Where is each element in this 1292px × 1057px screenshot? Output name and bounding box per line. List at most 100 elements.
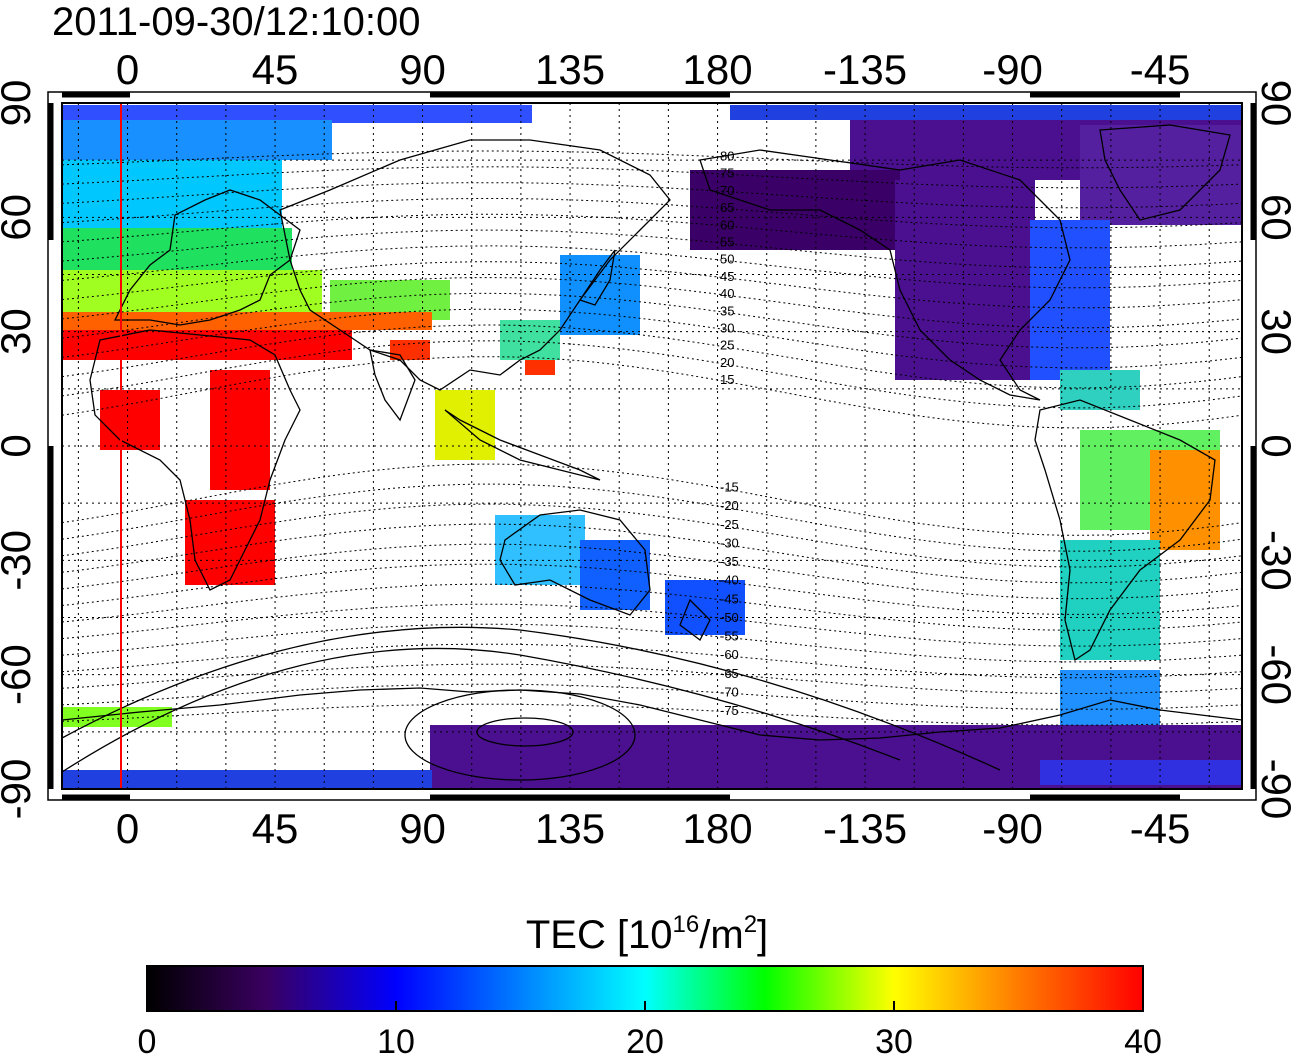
tec-europe-high-lat [62,120,332,160]
tec-central-africa [100,390,160,450]
magnetic-latitude-label: -65 [720,666,739,681]
magnetic-latitude-curve [62,150,1242,169]
left-latitude-tick-label: 30 [0,308,39,355]
top-longitude-tick-label: 135 [535,46,605,93]
tec-antarctica-edge [1040,760,1242,785]
bottom-longitude-tick-label: -45 [1130,805,1191,852]
timestamp: 2011-09-30/12:10:00 [52,0,420,44]
magnetic-latitude-label: -75 [720,703,739,718]
coast-south-america [1034,399,1216,662]
magnetic-latitude-curve [62,308,1242,369]
colorbar-title-exp1: 16 [673,911,700,938]
coast-australia [499,509,651,616]
tec-australia-east [580,540,650,610]
pole-contour-outer [62,647,901,773]
top-longitude-tick-label: -135 [823,46,907,93]
magnetic-latitude-label: -40 [720,573,739,588]
left-latitude-ticks: 90 60 30 0 -30 -60 -90 [0,80,39,820]
magnetic-latitude-curve [62,683,1242,710]
right-latitude-tick-label: 0 [1253,434,1292,457]
bottom-longitude-ticks: 0 45 90 135 180 -135 -90 -45 [116,805,1191,852]
left-latitude-tick-label: 90 [0,80,39,127]
magnetic-latitude-curve [62,182,1242,209]
tec-east-africa [210,370,270,490]
magnetic-latitude-label: -30 [720,535,739,550]
magnetic-latitude-label: 25 [720,338,734,353]
magnetic-latitude-label: 75 [720,166,734,181]
coast-indonesia [444,409,601,481]
bottom-longitude-tick-label: 180 [683,805,753,852]
pole-contour-middle [404,689,636,781]
right-latitude-tick-label: 90 [1253,80,1292,127]
magnetic-latitude-contours [62,150,1242,726]
tec-north-america [895,180,1035,380]
tec-caribbean [1060,370,1140,410]
tec-north-pacific-high [730,105,1242,120]
tec-north-africa [62,330,352,360]
tec-south-america-south [1060,540,1160,660]
tec-antarctica-band [62,770,432,789]
top-longitude-tick-label: -45 [1130,46,1191,93]
magnetic-latitude-curve [62,229,1242,269]
left-latitude-tick-label: -90 [0,759,39,820]
magnetic-latitude-curve [62,213,1242,249]
colorbar-tick-label: 40 [1124,1023,1162,1057]
colorbar-title-suffix: ] [757,913,768,957]
colorbar-tick-label: 0 [138,1023,157,1057]
magnetic-latitude-label: 40 [720,286,734,301]
magnetic-latitude-label: 45 [720,269,734,284]
tec-europe-low [62,270,322,315]
colorbar-title: TEC [1016/m2] [526,911,768,957]
coastlines [62,124,1242,741]
magnetic-latitude-label: 35 [720,303,734,318]
coast-europe [113,189,301,326]
magnetic-latitude-label: 30 [720,320,734,335]
magnetic-latitude-curve [62,245,1242,289]
left-latitude-tick-label: 0 [0,434,39,457]
right-latitude-ticks: 90 60 30 0 -30 -60 -90 [1253,80,1292,820]
left-latitude-tick-label: 60 [0,194,39,241]
frame-tick-bars [48,92,1256,800]
tec-mediterranean-band [62,312,432,330]
tec-europe-mid-lat [62,160,282,230]
bottom-longitude-tick-label: 0 [116,805,139,852]
top-longitude-tick-label: -90 [982,46,1043,93]
bottom-longitude-tick-label: 90 [399,805,446,852]
coast-africa [89,329,301,591]
colorbar-tick-label: 30 [875,1023,913,1057]
magnetic-latitude-label: -70 [720,684,739,699]
colorbar-tick-label: 20 [626,1023,664,1057]
pole-contour-outer-2 [62,626,1001,771]
magnetic-latitude-curve [62,663,1242,694]
magnetic-latitude-label: 80 [720,149,734,164]
right-latitude-tick-label: -30 [1253,530,1292,591]
left-latitude-tick-label: -30 [0,530,39,591]
tec-band-north-polar [62,105,532,123]
magnetic-latitude-curve [62,703,1242,726]
left-latitude-tick-label: -60 [0,644,39,705]
map-outer-frame [47,91,1257,801]
magnetic-latitude-label: -35 [720,554,739,569]
map-frame [61,102,1243,790]
magnetic-latitude-curve [62,324,1242,389]
magnetic-latitude-curve [62,503,1242,568]
world-map: 80 75 70 65 60 55 50 45 40 35 30 25 20 15 -15 -20 -25 -30… [47,91,1257,801]
magnetic-latitude-label: 65 [720,200,734,215]
tec-taiwan [525,360,555,375]
magnetic-latitude-label: -15 [720,480,739,495]
top-longitude-ticks: 0 45 90 135 180 -135 -90 -45 [116,46,1191,93]
colorbar: TEC [1016/m2] 0 10 20 30 40 [138,911,1162,1057]
magnetic-latitude-label: 55 [720,235,734,250]
magnetic-latitude-curve [62,603,1242,647]
colorbar-ticks: 0 10 20 30 40 [138,1001,1162,1057]
magnetic-latitude-labels: 80 75 70 65 60 55 50 45 40 35 30 25 20 15 -15 -20 -25 -30… [720,149,739,719]
bottom-longitude-tick-label: 135 [535,805,605,852]
colorbar-title-mid: /m [699,913,743,957]
magnetic-latitude-curve [62,356,1242,429]
right-latitude-tick-label: -90 [1253,759,1292,820]
magnetic-latitude-label: -20 [720,498,739,513]
right-latitude-tick-label: 30 [1253,308,1292,355]
coast-antarctica [62,687,1242,741]
top-longitude-tick-label: 0 [116,46,139,93]
